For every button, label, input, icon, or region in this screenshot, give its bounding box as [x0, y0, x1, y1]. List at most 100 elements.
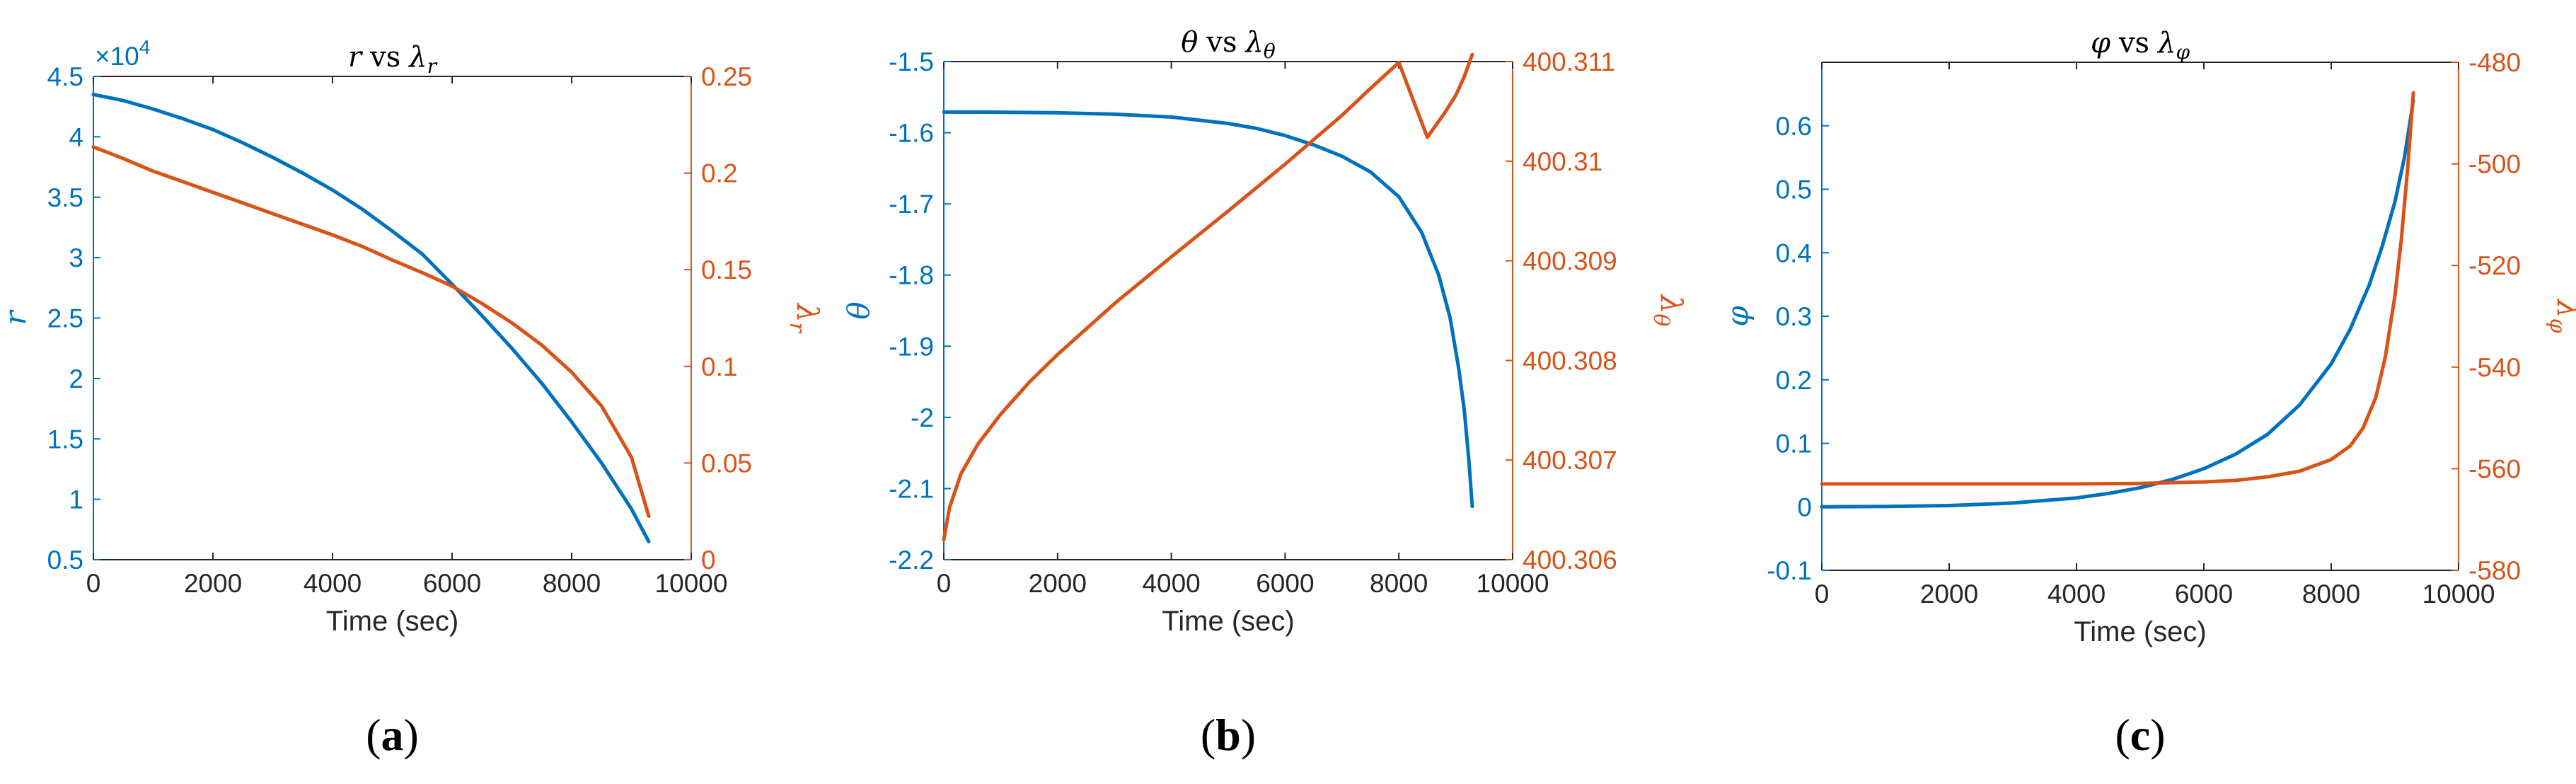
x-tick-label: 0 — [1815, 580, 1830, 609]
series-line-left — [1820, 98, 2415, 509]
right-tick-label: -520 — [2468, 251, 2521, 280]
right-tick-label: 400.308 — [1523, 346, 1617, 375]
left-tick-label: 0.6 — [1776, 112, 1812, 141]
left-tick-label: 3 — [69, 243, 83, 272]
series-line-right — [1820, 91, 2415, 486]
right-tick-label: -540 — [2468, 353, 2521, 382]
title-subscript: φ — [2176, 40, 2190, 64]
chart-title: φ vs λφ — [2091, 27, 2190, 64]
panel-a: 0 2000 4000 6000 8000 10000 Time (sec) 0.5 1 1.5 2… — [0, 36, 825, 760]
left-axis-label: θ — [841, 301, 876, 319]
series-line-right — [91, 145, 651, 518]
right-axis-label-subscript: φ — [2545, 318, 2570, 333]
panel-label-open: ( — [2115, 710, 2130, 760]
right-axis-label: λr — [785, 302, 825, 334]
left-tick-label: 4 — [69, 122, 83, 151]
x-tick-label: 2000 — [184, 569, 242, 598]
left-axis-label-symbol: r — [0, 309, 33, 325]
exponent-power: 4 — [139, 36, 151, 58]
panel-label-letter: c — [2130, 710, 2150, 760]
panel-label-open: ( — [366, 710, 381, 760]
x-axis-label: Time (sec) — [326, 606, 458, 637]
left-tick-label: -1.9 — [889, 332, 934, 361]
left-tick-label: -2.1 — [889, 474, 934, 503]
left-tick-label: 3.5 — [47, 183, 83, 212]
x-axis-label: Time (sec) — [1162, 606, 1294, 637]
left-tick-label: 0.5 — [47, 546, 83, 575]
left-tick-label: 2 — [69, 364, 83, 393]
left-axis-label: r — [0, 309, 33, 325]
right-tick-label: 0.15 — [701, 255, 752, 284]
title-symbol-b: λ — [2156, 27, 2176, 59]
x-tick-label: 8000 — [543, 569, 601, 598]
x-axis-label: Time (sec) — [2074, 616, 2206, 647]
panel-b: 0 2000 4000 6000 8000 10000 Time (sec) -2.2 -2.1… — [841, 26, 1689, 760]
left-tick-label: -2.2 — [889, 546, 934, 575]
left-axis-label-symbol: φ — [1720, 306, 1755, 327]
right-axis-label-symbol: λ — [1654, 294, 1689, 314]
x-tick-label: 0 — [937, 569, 952, 598]
chart-title: θ vs λθ — [1181, 26, 1276, 63]
x-tick-label: 2000 — [1920, 580, 1978, 609]
title-symbol-a: φ — [2091, 27, 2110, 59]
x-tick-label: 2000 — [1029, 569, 1087, 598]
left-tick-label: 0.1 — [1776, 430, 1812, 459]
panel-label-close: ) — [2150, 710, 2165, 760]
panel-label: (b) — [1201, 710, 1256, 760]
left-tick-label: -1.6 — [889, 119, 934, 148]
right-tick-label: 0.1 — [701, 352, 737, 381]
x-tick-label: 10000 — [655, 569, 728, 598]
left-tick-label: -1.7 — [889, 190, 934, 219]
left-tick-label: -1.5 — [889, 47, 934, 76]
left-tick-label: 1 — [69, 485, 83, 514]
x-tick-label: 4000 — [1142, 569, 1200, 598]
title-symbol-a: θ — [1181, 26, 1198, 59]
right-axis-label-subscript: θ — [1648, 313, 1673, 326]
right-tick-label: 400.306 — [1523, 546, 1617, 575]
left-tick-label: 4.5 — [47, 62, 83, 91]
right-tick-label: 400.309 — [1523, 247, 1617, 276]
panel-label: (c) — [2115, 710, 2165, 760]
right-axis-label-symbol: λ — [790, 302, 825, 323]
x-tick-label: 8000 — [1370, 569, 1428, 598]
exponent-base: ×10 — [95, 42, 139, 71]
left-tick-label: 0.5 — [1776, 175, 1812, 204]
right-tick-label: 0.05 — [701, 449, 752, 478]
panel-label-close: ) — [1241, 710, 1256, 760]
left-tick-label: 0.4 — [1776, 238, 1812, 267]
right-axis-label: λθ — [1648, 294, 1689, 327]
left-tick-label: -1.8 — [889, 261, 934, 290]
left-tick-label: 2.5 — [47, 304, 83, 333]
series-line-left — [942, 110, 1474, 509]
right-axis-label-symbol: λ — [2551, 298, 2576, 318]
chart-title: r vs λr — [348, 41, 438, 78]
right-tick-label: 400.311 — [1523, 47, 1615, 76]
right-tick-label: 0 — [701, 546, 716, 575]
x-tick-label: 0 — [86, 569, 101, 598]
x-tick-label: 8000 — [2302, 580, 2360, 609]
title-subscript: r — [427, 54, 438, 78]
title-vs: vs — [369, 41, 400, 74]
left-axis-label-symbol: θ — [841, 301, 876, 319]
right-tick-label: 400.31 — [1523, 147, 1602, 176]
x-tick-label: 4000 — [304, 569, 362, 598]
right-tick-label: 0.2 — [701, 159, 737, 188]
left-tick-label: -0.1 — [1767, 556, 1812, 585]
panel-label-letter: b — [1215, 710, 1241, 760]
x-tick-label: 10000 — [2422, 580, 2495, 609]
panel-label-close: ) — [404, 710, 419, 760]
right-tick-label: 400.307 — [1523, 446, 1617, 475]
left-tick-label: 1.5 — [47, 425, 83, 454]
panel-label: (a) — [366, 710, 419, 760]
title-symbol-b: λ — [1244, 26, 1264, 59]
x-tick-label: 6000 — [423, 569, 481, 598]
left-tick-label: -2 — [911, 403, 934, 432]
left-axis-label: φ — [1720, 306, 1755, 327]
right-axis-label-subscript: r — [785, 323, 809, 334]
panel-label-open: ( — [1201, 710, 1215, 760]
series-line-right — [942, 52, 1474, 542]
title-symbol-b: λ — [408, 41, 427, 74]
x-tick-label: 6000 — [1256, 569, 1314, 598]
